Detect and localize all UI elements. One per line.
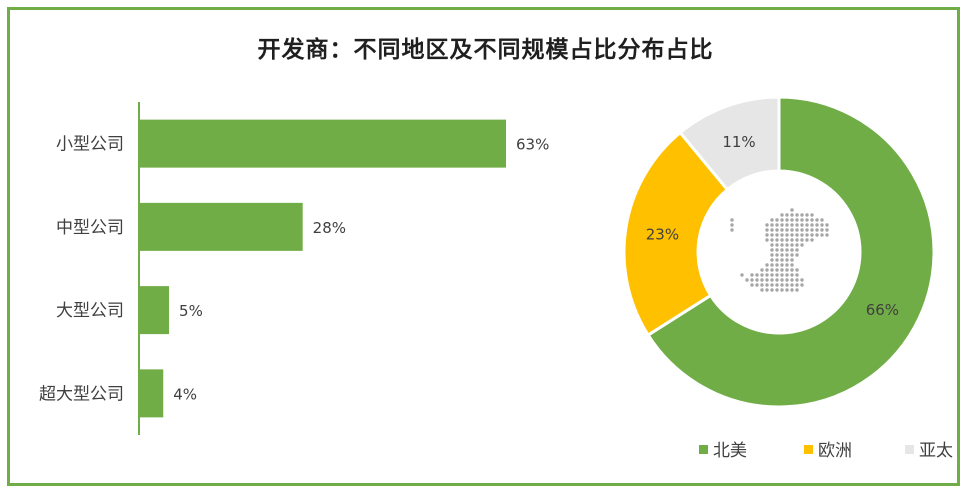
chart-title: 开发商：不同地区及不同规模占比分布占比 bbox=[257, 37, 714, 63]
legend-swatch-3 bbox=[905, 445, 914, 454]
legend-swatch-2 bbox=[804, 445, 813, 454]
donut-slice-3 bbox=[678, 95, 781, 192]
category-label-3: 大型公司 bbox=[56, 301, 124, 321]
slice-value-label-3: 11% bbox=[722, 133, 755, 151]
slice-value-label-2: 23% bbox=[646, 226, 679, 244]
slice-value-label-1: 66% bbox=[866, 301, 899, 319]
bar-value-label-2: 28% bbox=[313, 219, 346, 237]
bar-3 bbox=[140, 286, 170, 335]
category-label-2: 中型公司 bbox=[56, 218, 124, 238]
category-label-4: 超大型公司 bbox=[39, 384, 124, 404]
donut-slice-1 bbox=[646, 95, 936, 409]
category-label-1: 小型公司 bbox=[56, 135, 124, 155]
donut-slice-2 bbox=[622, 130, 730, 338]
bar-value-label-1: 63% bbox=[516, 136, 549, 154]
globe-icon bbox=[730, 208, 829, 292]
bar-value-label-4: 4% bbox=[173, 385, 197, 403]
bar-1 bbox=[140, 119, 507, 168]
bar-4 bbox=[140, 369, 164, 418]
legend-label-2: 欧洲 bbox=[818, 441, 852, 461]
legend-swatch-1 bbox=[699, 445, 708, 454]
bar-value-label-3: 5% bbox=[179, 302, 203, 320]
legend-label-3: 亚太 bbox=[919, 441, 953, 461]
bar-2 bbox=[140, 202, 303, 251]
legend-label-1: 北美 bbox=[713, 441, 747, 461]
